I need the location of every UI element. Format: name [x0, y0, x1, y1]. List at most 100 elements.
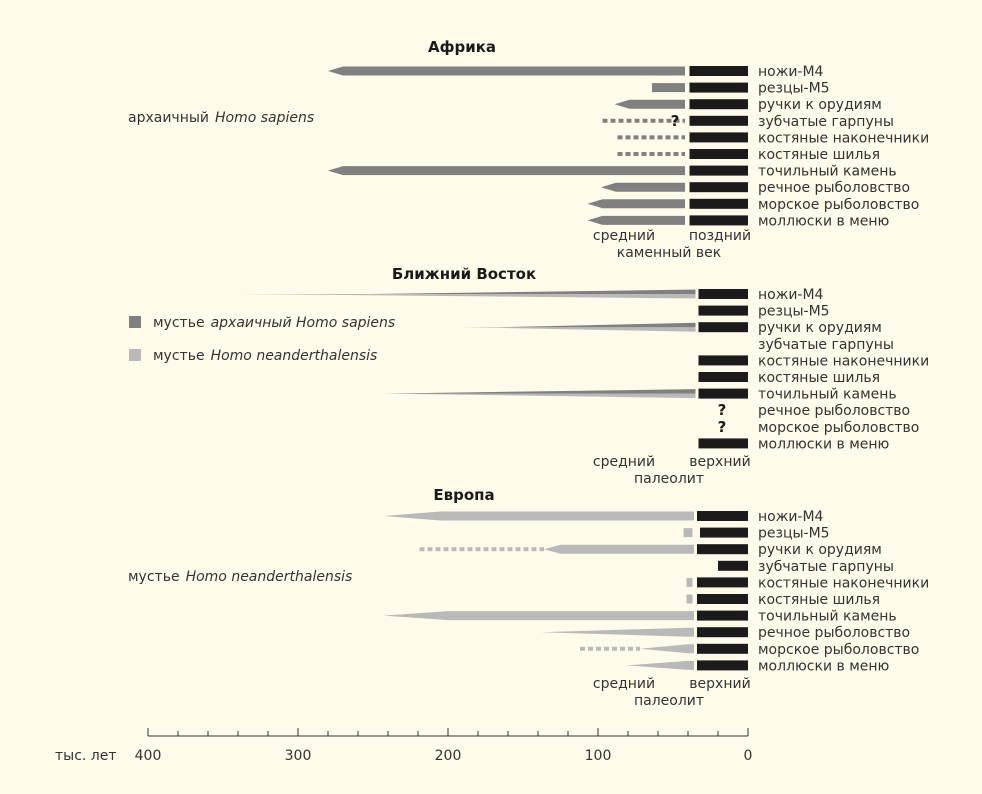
row-label: костяные шилья	[758, 592, 880, 608]
tick-label: 300	[285, 748, 312, 764]
row: костяные шилья	[698, 370, 880, 386]
legend-species: архаичный Homo sapiens	[211, 315, 396, 331]
row: точильный камень	[328, 164, 897, 180]
row-label: точильный камень	[758, 164, 897, 180]
bar-modern	[697, 594, 748, 604]
row: моллюски в меню	[698, 436, 890, 452]
era-left-label: средний	[593, 676, 655, 692]
row: ножи-M4	[328, 64, 824, 80]
bar-modern	[689, 198, 748, 209]
era-left-label: средний	[593, 228, 655, 244]
uncertain-mark: ?	[718, 401, 727, 419]
legend-label: мустье Homo neanderthalensis	[153, 348, 377, 364]
row-label: ножи-M4	[758, 64, 824, 80]
row-label: резцы-M5	[758, 81, 830, 97]
bar-modern	[698, 438, 748, 449]
spear-bar-archaic	[370, 289, 696, 294]
tick-label: 100	[585, 748, 612, 764]
tick-label: 200	[435, 748, 462, 764]
row: зубчатые гарпуны	[758, 337, 894, 353]
row: речное рыболовство	[601, 180, 910, 196]
row: ручки к орудиям	[460, 320, 882, 336]
row-label: моллюски в меню	[758, 436, 890, 452]
spear-bar-neander	[383, 393, 696, 399]
taper-bar-neander	[541, 627, 694, 637]
bar-modern	[689, 132, 748, 143]
row-label: речное рыболовство	[758, 403, 910, 419]
time-axis: 400 300 200 100 0 тыс. лет	[55, 728, 752, 764]
bar-modern	[697, 577, 748, 588]
spear-bar-neander	[460, 327, 696, 332]
row-label: ручки к орудиям	[758, 320, 882, 336]
bar-modern	[698, 322, 748, 333]
row-label: ножи-M4	[758, 509, 824, 525]
row: ручки к орудиям	[614, 97, 882, 113]
tick-label: 400	[135, 748, 162, 764]
bar-modern	[698, 388, 748, 399]
bar-modern	[698, 355, 748, 366]
legend-species: Homo neanderthalensis	[211, 348, 378, 364]
legend-swatch-archaic	[129, 316, 141, 328]
row-label: резцы-M5	[758, 526, 830, 542]
row-label: ножи-M4	[758, 287, 824, 303]
spear-bar-neander	[238, 294, 696, 299]
taper-bar-neander	[544, 544, 694, 554]
bar-modern	[689, 82, 748, 93]
uncertain-mark: ?	[718, 418, 727, 436]
row: зубчатые гарпуны	[718, 559, 894, 575]
bar-modern	[697, 660, 748, 671]
panel-2: Европа мустье Homo neanderthalensis ножи-M4…	[128, 486, 929, 709]
bar-modern	[689, 165, 748, 176]
bar-modern	[697, 627, 748, 638]
species-name: Homo neanderthalensis	[186, 569, 353, 585]
bar-modern	[689, 115, 748, 126]
row-label: зубчатые гарпуны	[758, 559, 894, 575]
row-label: точильный камень	[758, 387, 897, 403]
bar-modern	[689, 215, 748, 226]
row: костяные наконечники	[617, 130, 929, 146]
bar-modern	[698, 305, 748, 316]
species-label: мустье Homo neanderthalensis	[128, 569, 352, 585]
species-label: архаичный Homo sapiens	[128, 110, 314, 126]
bar-modern	[689, 182, 748, 193]
taper-bar-neander	[626, 660, 694, 670]
tick-label: 0	[744, 748, 753, 764]
species-prefix: архаичный	[128, 110, 209, 126]
row: резцы-M5	[698, 304, 830, 320]
row-label: костяные наконечники	[758, 130, 929, 146]
bar-archaic	[652, 83, 685, 93]
row-label: точильный камень	[758, 609, 897, 625]
row-label: речное рыболовство	[758, 625, 910, 641]
row: костяные шилья	[617, 147, 880, 163]
row: моллюски в меню	[626, 658, 890, 674]
row-label: ручки к орудиям	[758, 542, 882, 558]
row-label: морское рыболовство	[758, 197, 919, 213]
bar-modern	[689, 149, 748, 159]
row-label: морское рыболовство	[758, 642, 919, 658]
taper-bar-archaic	[587, 199, 685, 209]
panel-0: Африка архаичный Homo sapiens ножи-M4резцы-…	[128, 38, 929, 261]
row: резцы-M5	[683, 526, 830, 542]
spear-bar-archaic	[383, 389, 696, 394]
taper-bar-neander	[640, 644, 694, 654]
spear-bar-archaic	[500, 322, 696, 328]
row: ножи-M4	[383, 509, 824, 525]
species-prefix: мустье	[128, 569, 180, 585]
legend-prefix: мустье	[153, 348, 205, 364]
row-label: моллюски в меню	[758, 658, 890, 674]
panel-title: Ближний Восток	[392, 265, 536, 283]
era-right-label: поздний	[689, 228, 751, 244]
row: речное рыболовство	[541, 625, 910, 641]
row: ? речное рыболовство	[718, 401, 910, 419]
bar-modern	[718, 560, 748, 571]
panel-title: Европа	[433, 486, 494, 504]
row-label: зубчатые гарпуны	[758, 114, 894, 130]
bar-neander	[686, 577, 693, 587]
panel-title: Африка	[428, 38, 496, 56]
uncertain-mark: ?	[671, 112, 680, 130]
row: моллюски в меню	[587, 213, 890, 229]
legend-swatch-neander	[129, 349, 141, 361]
